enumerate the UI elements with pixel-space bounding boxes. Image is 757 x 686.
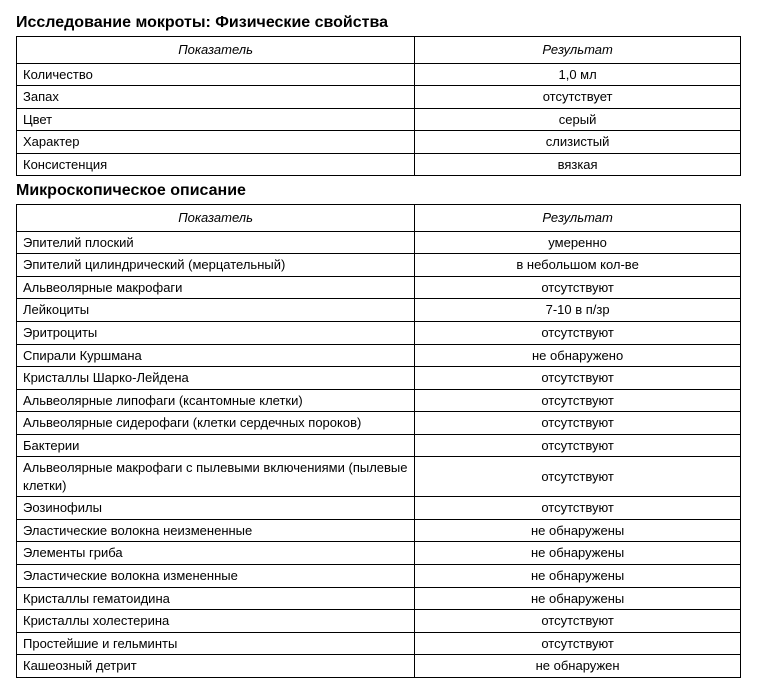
result-cell: отсутствуют xyxy=(415,497,741,520)
section-title-micro: Микроскопическое описание xyxy=(16,182,741,200)
table-row: Кристаллы холестеринаотсутствуют xyxy=(17,610,741,633)
result-cell: отсутствуют xyxy=(415,389,741,412)
param-cell: Бактерии xyxy=(17,434,415,457)
param-cell: Запах xyxy=(17,86,415,109)
table-row: Эритроцитыотсутствуют xyxy=(17,322,741,345)
param-cell: Эритроциты xyxy=(17,322,415,345)
table-row: Кристаллы гематоидинане обнаружены xyxy=(17,587,741,610)
table-row: Простейшие и гельминтыотсутствуют xyxy=(17,632,741,655)
result-cell: не обнаружено xyxy=(415,344,741,367)
result-cell: отсутствуют xyxy=(415,434,741,457)
result-cell: отсутствуют xyxy=(415,632,741,655)
param-cell: Характер xyxy=(17,131,415,154)
table-row: Альвеолярные липофаги (ксантомные клетки… xyxy=(17,389,741,412)
table-row: Запахотсутствует xyxy=(17,86,741,109)
result-cell: не обнаружен xyxy=(415,655,741,678)
table-row: Элементы грибане обнаружены xyxy=(17,542,741,565)
result-cell: отсутствует xyxy=(415,86,741,109)
result-cell: не обнаружены xyxy=(415,587,741,610)
result-cell: не обнаружены xyxy=(415,519,741,542)
table-row: Цветсерый xyxy=(17,108,741,131)
result-cell: отсутствуют xyxy=(415,322,741,345)
table-header-row: Показатель Результат xyxy=(17,37,741,64)
result-cell: вязкая xyxy=(415,153,741,176)
param-cell: Элементы гриба xyxy=(17,542,415,565)
result-cell: в небольшом кол-ве xyxy=(415,254,741,277)
result-cell: не обнаружены xyxy=(415,565,741,588)
param-cell: Эпителий плоский xyxy=(17,231,415,254)
table-row: Альвеолярные макрофагиотсутствуют xyxy=(17,276,741,299)
param-cell: Простейшие и гельминты xyxy=(17,632,415,655)
table-row: Кашеозный детритне обнаружен xyxy=(17,655,741,678)
table-row: Количество1,0 мл xyxy=(17,63,741,86)
col-header-result: Результат xyxy=(415,205,741,232)
result-cell: отсутствуют xyxy=(415,367,741,390)
table-row: Консистенциявязкая xyxy=(17,153,741,176)
table-row: Альвеолярные макрофаги с пылевыми включе… xyxy=(17,457,741,497)
param-cell: Лейкоциты xyxy=(17,299,415,322)
result-cell: 7-10 в п/зр xyxy=(415,299,741,322)
table-row: Эпителий цилиндрический (мерцательный)в … xyxy=(17,254,741,277)
result-cell: отсутствуют xyxy=(415,412,741,435)
result-cell: отсутствуют xyxy=(415,457,741,497)
table-header-row: Показатель Результат xyxy=(17,205,741,232)
param-cell: Эластические волокна неизмененные xyxy=(17,519,415,542)
param-cell: Количество xyxy=(17,63,415,86)
col-header-result: Результат xyxy=(415,37,741,64)
param-cell: Кристаллы холестерина xyxy=(17,610,415,633)
result-cell: 1,0 мл xyxy=(415,63,741,86)
param-cell: Спирали Куршмана xyxy=(17,344,415,367)
table-micro: Показатель Результат Эпителий плоскийуме… xyxy=(16,204,741,677)
param-cell: Кристаллы гематоидина xyxy=(17,587,415,610)
param-cell: Эластические волокна измененные xyxy=(17,565,415,588)
result-cell: серый xyxy=(415,108,741,131)
table-row: Эозинофилыотсутствуют xyxy=(17,497,741,520)
table-row: Эластические волокна неизмененныене обна… xyxy=(17,519,741,542)
param-cell: Цвет xyxy=(17,108,415,131)
param-cell: Эпителий цилиндрический (мерцательный) xyxy=(17,254,415,277)
table-row: Спирали Куршманане обнаружено xyxy=(17,344,741,367)
param-cell: Альвеолярные макрофаги с пылевыми включе… xyxy=(17,457,415,497)
param-cell: Кристаллы Шарко-Лейдена xyxy=(17,367,415,390)
table-row: Лейкоциты7-10 в п/зр xyxy=(17,299,741,322)
param-cell: Альвеолярные липофаги (ксантомные клетки… xyxy=(17,389,415,412)
param-cell: Альвеолярные сидерофаги (клетки сердечны… xyxy=(17,412,415,435)
param-cell: Консистенция xyxy=(17,153,415,176)
table-physical: Показатель Результат Количество1,0 млЗап… xyxy=(16,36,741,176)
param-cell: Кашеозный детрит xyxy=(17,655,415,678)
result-cell: слизистый xyxy=(415,131,741,154)
param-cell: Альвеолярные макрофаги xyxy=(17,276,415,299)
table-row: Кристаллы Шарко-Лейденаотсутствуют xyxy=(17,367,741,390)
result-cell: отсутствуют xyxy=(415,276,741,299)
col-header-param: Показатель xyxy=(17,37,415,64)
param-cell: Эозинофилы xyxy=(17,497,415,520)
result-cell: не обнаружены xyxy=(415,542,741,565)
col-header-param: Показатель xyxy=(17,205,415,232)
table-row: Бактерииотсутствуют xyxy=(17,434,741,457)
table-row: Эпителий плоскийумеренно xyxy=(17,231,741,254)
table-row: Эластические волокна измененныене обнару… xyxy=(17,565,741,588)
table-row: Характерслизистый xyxy=(17,131,741,154)
section-title-physical: Исследование мокроты: Физические свойств… xyxy=(16,14,741,32)
result-cell: умеренно xyxy=(415,231,741,254)
table-row: Альвеолярные сидерофаги (клетки сердечны… xyxy=(17,412,741,435)
result-cell: отсутствуют xyxy=(415,610,741,633)
